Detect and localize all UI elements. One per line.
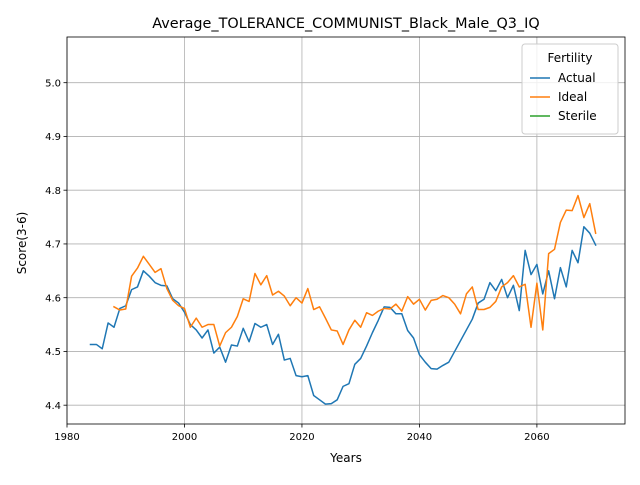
- legend-entries: Actual Ideal Sterile: [530, 71, 597, 123]
- y-axis-label: Score(3-6): [15, 212, 29, 275]
- x-tick-label: 2020: [289, 432, 314, 443]
- plot-frame: [66, 36, 626, 425]
- y-tick-label: 5.0: [45, 78, 61, 89]
- y-tick-label: 4.9: [45, 132, 61, 143]
- legend-label-ideal: Ideal: [558, 90, 587, 104]
- x-axis-label: Years: [329, 451, 362, 465]
- x-tick-label: 2000: [172, 432, 197, 443]
- x-tick-label: 1980: [54, 432, 79, 443]
- y-tick-label: 4.8: [45, 186, 61, 197]
- x-tick-label: 2060: [524, 432, 549, 443]
- chart-title: Average_TOLERANCE_COMMUNIST_Black_Male_Q…: [152, 16, 539, 32]
- series-line-actual: [89, 225, 597, 405]
- series-line-ideal: [112, 194, 597, 347]
- grid: [66, 37, 625, 424]
- y-tick-label: 4.6: [45, 293, 61, 304]
- legend: Fertility Actual Ideal Sterile: [521, 43, 619, 135]
- legend-label-actual: Actual: [558, 71, 596, 85]
- legend-frame: [521, 43, 619, 135]
- x-tick-label: 2040: [407, 432, 432, 443]
- y-tick-label: 4.7: [45, 240, 61, 251]
- legend-title: Fertility: [547, 51, 592, 65]
- series-lines: [89, 194, 597, 405]
- legend-label-sterile: Sterile: [558, 109, 597, 123]
- y-tick-label: 4.5: [45, 347, 61, 358]
- y-tick-label: 4.4: [45, 401, 61, 412]
- axis-ticks: 1980 2000 2020 2040 2060 4.4 4.5 4.6 4.7 4.8 4.9 5.…: [45, 78, 550, 443]
